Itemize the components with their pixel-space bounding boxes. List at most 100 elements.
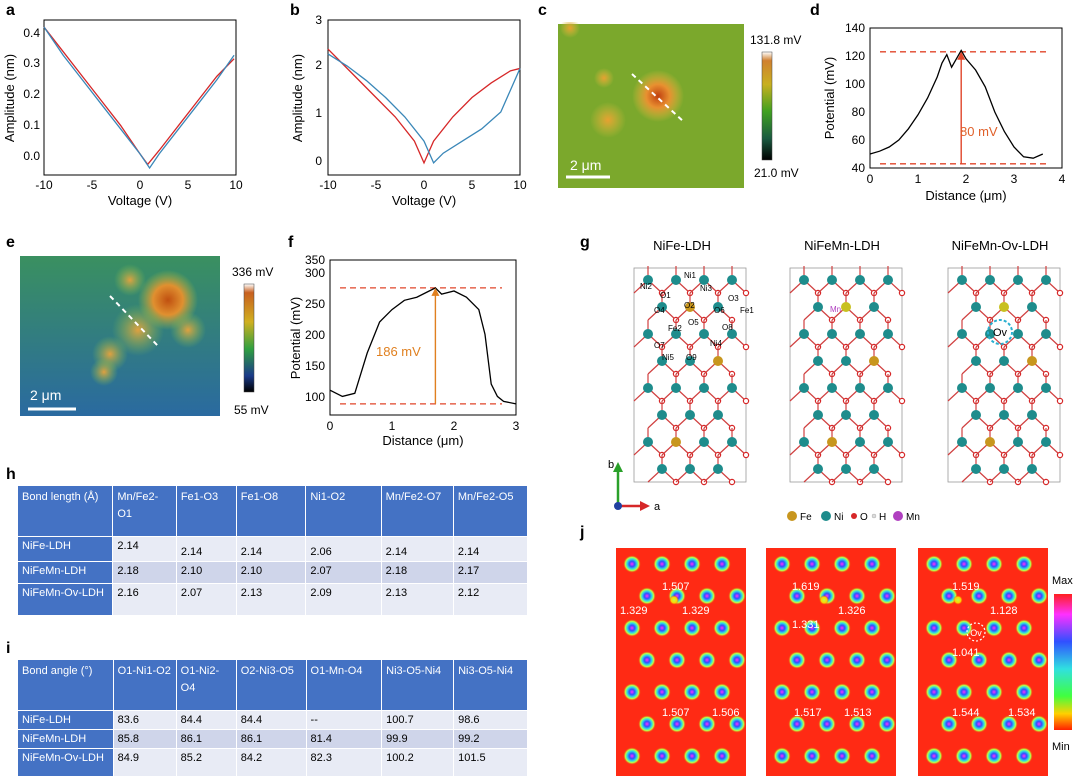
density-peak: [773, 683, 791, 701]
density-peak: [833, 747, 851, 765]
density-peak: [713, 619, 731, 637]
colorbar-max-label: 336 mV: [232, 265, 273, 279]
ni-atom: [999, 356, 1009, 366]
tick-label: 0: [421, 178, 428, 192]
panel-label-j: j: [580, 524, 585, 541]
x-axis-label: Distance (μm): [925, 188, 1006, 203]
kpfm-map-c: 2 μm 131.8 mV 21.0 mV: [558, 22, 801, 188]
density-peak: [878, 715, 896, 733]
tick-label: 0: [315, 154, 322, 168]
y-axis-label: Potential (mV): [822, 57, 837, 139]
density-peak: [1000, 715, 1018, 733]
density-peak: [638, 651, 656, 669]
ni-atom: [957, 275, 967, 285]
ni-atom: [1041, 437, 1051, 447]
o-atom: [1056, 451, 1064, 459]
density-peak: [788, 715, 806, 733]
ni-atom: [1041, 329, 1051, 339]
table-cell: 2.10: [236, 561, 307, 584]
density-peak: [863, 683, 881, 701]
table-row: NiFe-LDH 83.6 84.4 84.4 -- 100.7 98.6: [18, 710, 528, 730]
o-atom: [1056, 397, 1064, 405]
ni-atom: [1013, 275, 1023, 285]
row-name: NiFe-LDH: [18, 710, 114, 730]
density-peak: [985, 555, 1003, 573]
density-peak: [833, 619, 851, 637]
tick-label: 1: [915, 172, 922, 186]
table-header-cell: Ni1-O2: [305, 486, 382, 537]
bond-value-label: 1.331: [792, 619, 820, 631]
table-cell: 2.18: [112, 561, 177, 584]
series-line: [327, 48, 521, 165]
atom-label: Mn: [830, 305, 841, 314]
ni-atom: [643, 275, 653, 285]
ni-atom: [643, 329, 653, 339]
panel-label-e: e: [6, 234, 15, 251]
ni-atom: [813, 302, 823, 312]
chart-b: -10 -5 0 5 10 0 1 2 3 Voltage (V) Amplit…: [290, 13, 527, 208]
density-peak: [955, 619, 973, 637]
density-peak: [773, 747, 791, 765]
density-peak: [1015, 555, 1033, 573]
panel-label-f: f: [288, 234, 294, 251]
density-peak: [1000, 651, 1018, 669]
bond-value-label: 1.507: [662, 581, 690, 593]
table-cell: 84.4: [236, 710, 307, 730]
density-peak: [925, 619, 943, 637]
ni-atom: [999, 410, 1009, 420]
table-header-cell: Bond length (Å): [18, 486, 114, 537]
ni-atom: [841, 410, 851, 420]
tick-label: 0.2: [23, 87, 40, 101]
o-atom: [884, 478, 892, 486]
table-header-cell: Fe1-O3: [176, 486, 237, 537]
ni-atom: [657, 302, 667, 312]
table-row: NiFeMn-LDH 2.18 2.10 2.10 2.07 2.18 2.17: [18, 561, 529, 584]
density-peak: [940, 651, 958, 669]
density-peak: [863, 747, 881, 765]
table-cell: 2.07: [176, 583, 237, 616]
density-peak: [683, 619, 701, 637]
density-peak: [698, 715, 716, 733]
tick-label: -5: [87, 178, 98, 192]
y-axis-label: Amplitude (nm): [2, 54, 17, 142]
density-peak: [955, 555, 973, 573]
axis-a-arrowhead: [640, 501, 650, 511]
ni-atom: [685, 356, 695, 366]
density-peak: [698, 651, 716, 669]
table-row: NiFeMn-Ov-LDH 84.9 85.2 84.2 82.3 100.2 …: [18, 748, 528, 777]
table-header-cell: Fe1-O8: [236, 486, 307, 537]
ni-atom: [1013, 329, 1023, 339]
ni-atom: [827, 329, 837, 339]
structure-title-nifemn-ov: NiFeMn-Ov-LDH: [952, 238, 1049, 253]
colorbar: [761, 51, 773, 161]
scale-bar-label: 2 μm: [30, 387, 61, 403]
density-peak: [818, 715, 836, 733]
density-peak: [1030, 587, 1048, 605]
density-peak: [623, 555, 641, 573]
tick-label: 0.0: [23, 149, 40, 163]
bond-value-label: 1.544: [952, 707, 980, 719]
density-peak: [985, 619, 1003, 637]
bond-value-label: 1.534: [1008, 707, 1036, 719]
density-peak: [788, 587, 806, 605]
table-cell: 84.4: [176, 710, 237, 730]
potential-difference-label: 80 mV: [960, 124, 998, 139]
tick-label: 300: [305, 266, 325, 280]
plot-frame: [327, 19, 521, 176]
tick-label: 0.1: [23, 118, 40, 132]
table-cell: 81.4: [306, 729, 383, 749]
density-peak: [1030, 651, 1048, 669]
table-cell: 2.13: [381, 583, 454, 616]
ni-atom: [813, 410, 823, 420]
tick-label: 0.4: [23, 26, 40, 40]
fe-atom: [713, 356, 723, 366]
mn-atom: [999, 302, 1009, 312]
ni-atom: [727, 275, 737, 285]
o-atom: [742, 397, 750, 405]
density-peak: [683, 747, 701, 765]
density-peak-small: [669, 595, 679, 605]
row-name: NiFe-LDH: [18, 536, 114, 562]
axis-c-marker: [614, 502, 622, 510]
ni-atom: [813, 464, 823, 474]
x-axis-label: Distance (μm): [382, 433, 463, 448]
